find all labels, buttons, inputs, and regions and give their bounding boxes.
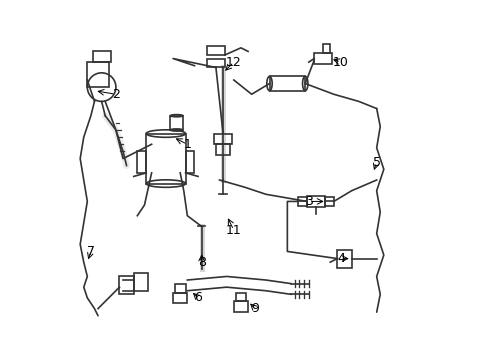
Bar xyxy=(93,51,110,62)
Bar xyxy=(214,134,231,144)
Bar xyxy=(134,273,148,291)
Text: 3: 3 xyxy=(304,195,312,208)
Text: 7: 7 xyxy=(87,245,95,258)
Bar xyxy=(337,249,351,267)
Bar xyxy=(235,293,246,301)
Bar xyxy=(313,53,331,64)
Bar xyxy=(298,197,306,206)
Bar xyxy=(216,144,230,155)
Text: 12: 12 xyxy=(225,55,241,69)
Text: 11: 11 xyxy=(225,224,241,237)
Bar xyxy=(233,301,247,312)
Bar xyxy=(206,46,224,55)
Bar xyxy=(119,276,134,294)
Bar xyxy=(170,116,183,130)
Text: 5: 5 xyxy=(372,156,380,168)
Bar xyxy=(146,134,185,184)
Text: 10: 10 xyxy=(332,55,348,69)
Text: 9: 9 xyxy=(251,302,259,315)
Bar xyxy=(87,62,108,87)
Bar xyxy=(206,59,224,67)
Text: 8: 8 xyxy=(197,256,205,269)
Bar xyxy=(173,293,187,303)
Bar xyxy=(324,197,333,206)
Text: 2: 2 xyxy=(112,88,120,101)
Bar xyxy=(137,152,146,173)
Bar xyxy=(175,284,185,293)
Bar xyxy=(185,152,194,173)
Text: 6: 6 xyxy=(194,291,202,305)
Bar xyxy=(306,196,324,207)
Bar xyxy=(269,76,305,91)
Text: 1: 1 xyxy=(183,138,191,151)
Bar xyxy=(323,44,329,53)
Text: 4: 4 xyxy=(336,252,344,265)
